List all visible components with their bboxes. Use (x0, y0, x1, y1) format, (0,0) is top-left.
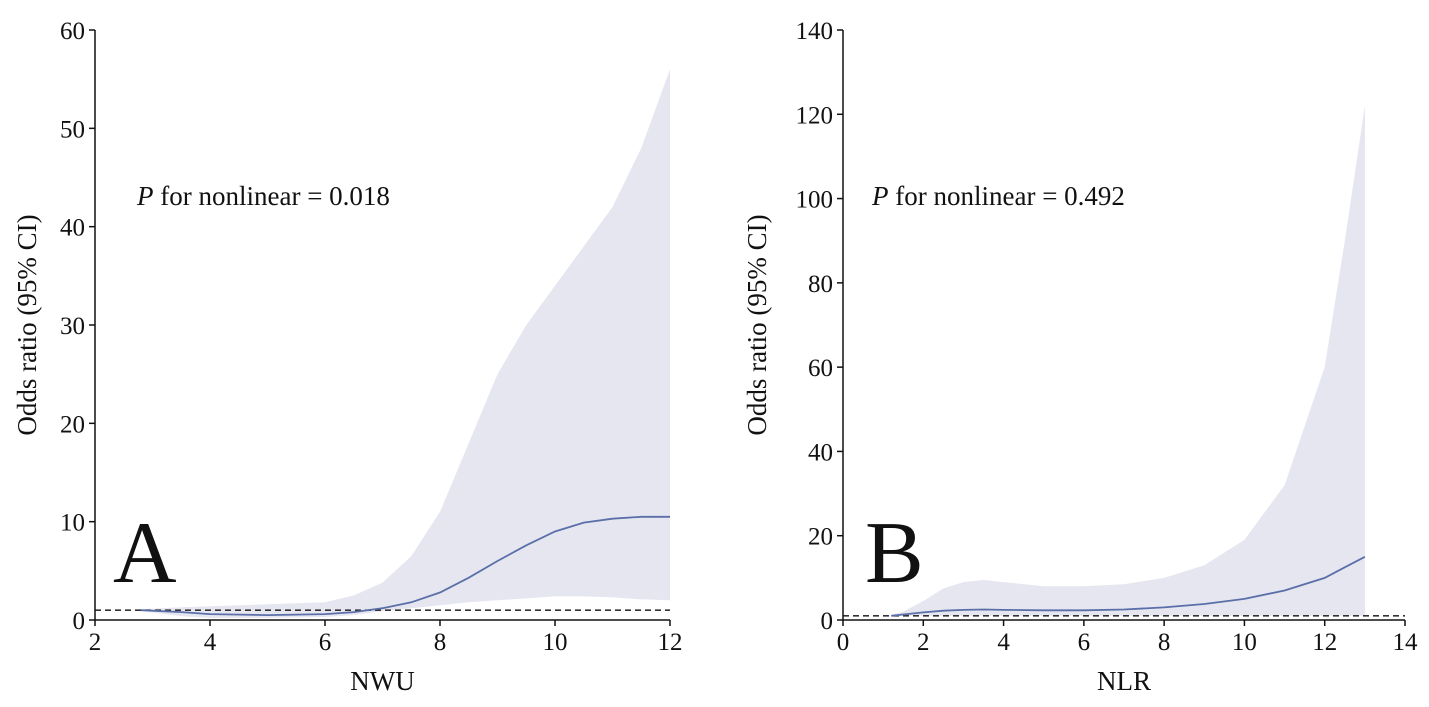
panel-b-x-axis-label: NLR (1097, 666, 1151, 696)
panel-a-p-value-annotation: P for nonlinear = 0.018 (136, 181, 390, 211)
panel-a-letter: A (113, 505, 177, 602)
panel-a-x-tick-label: 12 (658, 629, 683, 656)
panel-a-y-tick-label: 0 (73, 608, 86, 635)
panel-b-y-tick-label: 100 (796, 187, 834, 214)
panel-b-x-tick-label: 2 (917, 629, 930, 656)
panel-b-x-tick-label: 6 (1078, 629, 1091, 656)
panel-b-confidence-band-0 (891, 105, 1365, 617)
panel-a-confidence-band-0 (141, 69, 670, 619)
panel-a-y-axis-label: Odds ratio (95% CI) (12, 214, 42, 435)
panel-a-x-tick-label: 6 (319, 629, 332, 656)
panel-a-y-tick-label: 40 (60, 215, 85, 242)
panel-b-y-tick-label: 60 (808, 355, 833, 382)
panel-b-y-tick-label: 140 (796, 18, 834, 45)
panel-b-x-tick-label: 14 (1393, 629, 1419, 656)
panel-b-y-tick-label: 80 (808, 271, 833, 298)
panel-a-y-tick-label: 50 (60, 116, 85, 143)
panel-a-y-tick-label: 60 (60, 18, 85, 45)
panel-b-x-tick-label: 0 (837, 629, 850, 656)
panel-a-x-tick-label: 10 (543, 629, 568, 656)
panel-a: 0 10 20 30 40 50 60 2 4 6 8 10 12 NWU Odds ratio (95% … (12, 18, 683, 696)
panel-a-x-tick-label: 4 (204, 629, 217, 656)
panel-a-y-tick-label: 10 (60, 510, 85, 537)
panel-a-y-tick-label: 20 (60, 411, 85, 438)
panel-b-x-tick-label: 10 (1232, 629, 1257, 656)
panel-b-y-tick-label: 0 (821, 608, 834, 635)
panel-b-letter: B (865, 505, 924, 602)
panel-b-p-value-annotation: P for nonlinear = 0.492 (871, 181, 1125, 211)
panel-a-y-tick-label: 30 (60, 313, 85, 340)
panel-b-y-tick-label: 20 (808, 524, 833, 551)
panel-b-y-tick-label: 120 (796, 102, 834, 129)
panel-a-x-tick-label: 2 (89, 629, 102, 656)
panel-b-y-axis-label: Odds ratio (95% CI) (742, 214, 772, 435)
panel-b-x-tick-label: 12 (1312, 629, 1337, 656)
panel-a-x-axis-label: NWU (350, 666, 414, 696)
panel-b-x-tick-label: 8 (1158, 629, 1171, 656)
panel-b-series-line-0 (891, 556, 1366, 617)
panel-b-y-tick-label: 40 (808, 439, 833, 466)
panel-b-x-tick-label: 4 (997, 629, 1010, 656)
panel-a-x-tick-label: 8 (434, 629, 447, 656)
panel-b: 0 20 40 60 80 100 120 140 0 2 4 6 8 10 12 14 NLR Odds rat… (742, 18, 1418, 696)
panel-a-series-line-0 (140, 515, 670, 617)
